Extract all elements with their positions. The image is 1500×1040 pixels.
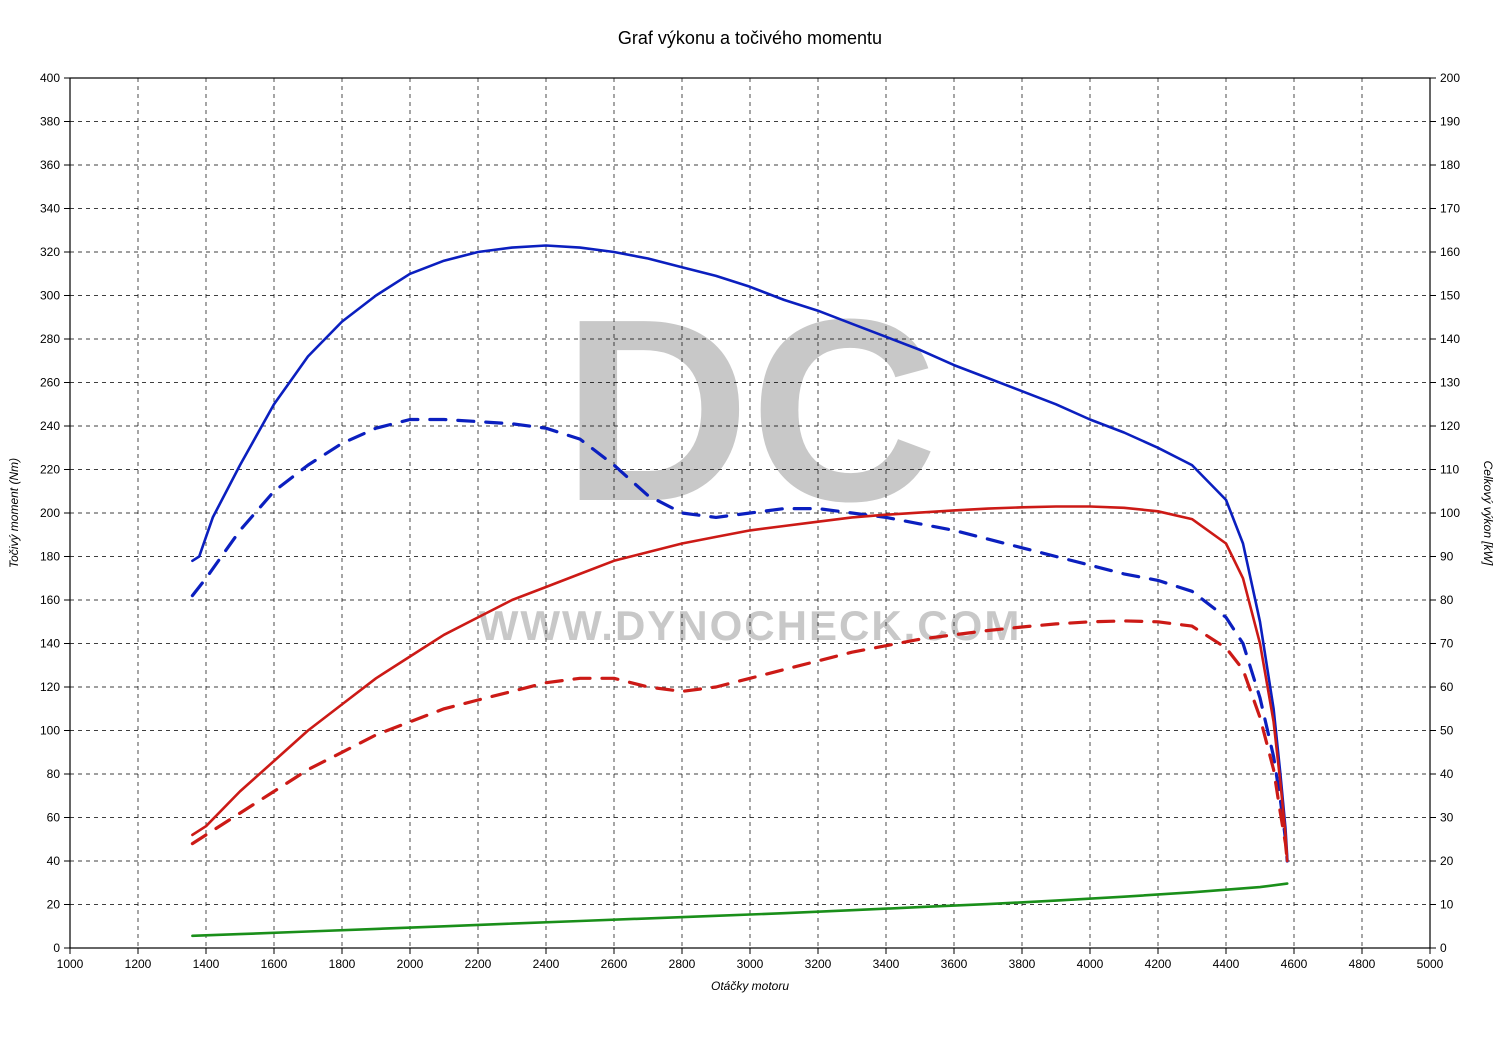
y-left-axis-label: Točivý moment (Nm) (7, 458, 21, 568)
x-tick-label: 3400 (873, 957, 900, 971)
x-tick-label: 2400 (533, 957, 560, 971)
y-left-tick-label: 0 (53, 941, 60, 955)
y-left-tick-label: 80 (47, 767, 61, 781)
x-tick-label: 2800 (669, 957, 696, 971)
x-tick-label: 4400 (1213, 957, 1240, 971)
y-left-tick-label: 40 (47, 854, 61, 868)
y-left-tick-label: 140 (40, 637, 60, 651)
x-tick-label: 4000 (1077, 957, 1104, 971)
y-left-tick-label: 180 (40, 550, 60, 564)
chart-title: Graf výkonu a točivého momentu (0, 28, 1500, 49)
y-left-tick-label: 20 (47, 898, 61, 912)
x-tick-label: 5000 (1417, 957, 1444, 971)
y-left-tick-label: 240 (40, 419, 60, 433)
y-right-tick-label: 130 (1440, 376, 1460, 390)
x-tick-label: 1200 (125, 957, 152, 971)
x-tick-label: 4800 (1349, 957, 1376, 971)
y-left-tick-label: 400 (40, 71, 60, 85)
y-right-tick-label: 100 (1440, 506, 1460, 520)
x-tick-label: 1800 (329, 957, 356, 971)
y-left-tick-label: 380 (40, 115, 60, 129)
y-right-tick-label: 0 (1440, 941, 1447, 955)
y-right-tick-label: 110 (1440, 463, 1459, 477)
x-tick-label: 2200 (465, 957, 492, 971)
y-left-tick-label: 100 (40, 724, 60, 738)
y-left-tick-label: 120 (40, 680, 60, 694)
y-right-tick-label: 200 (1440, 71, 1460, 85)
y-right-tick-label: 70 (1440, 637, 1454, 651)
y-left-tick-label: 60 (47, 811, 61, 825)
y-right-tick-label: 140 (1440, 332, 1460, 346)
x-tick-label: 1600 (261, 957, 288, 971)
x-tick-label: 3000 (737, 957, 764, 971)
y-right-tick-label: 20 (1440, 854, 1454, 868)
y-left-tick-label: 160 (40, 593, 60, 607)
y-right-tick-label: 150 (1440, 289, 1460, 303)
y-right-tick-label: 80 (1440, 593, 1454, 607)
y-right-tick-label: 90 (1440, 550, 1454, 564)
x-tick-label: 1000 (57, 957, 84, 971)
y-right-tick-label: 60 (1440, 680, 1454, 694)
y-left-tick-label: 320 (40, 245, 60, 259)
y-right-tick-label: 10 (1440, 898, 1454, 912)
x-tick-label: 4600 (1281, 957, 1308, 971)
x-axis-label: Otáčky motoru (711, 979, 789, 993)
y-left-tick-label: 280 (40, 332, 60, 346)
y-left-tick-label: 300 (40, 289, 60, 303)
x-tick-label: 3200 (805, 957, 832, 971)
y-right-tick-label: 50 (1440, 724, 1454, 738)
y-right-tick-label: 160 (1440, 245, 1460, 259)
y-left-tick-label: 200 (40, 506, 60, 520)
y-left-tick-label: 340 (40, 202, 60, 216)
x-tick-label: 3600 (941, 957, 968, 971)
y-left-tick-label: 260 (40, 376, 60, 390)
y-right-tick-label: 40 (1440, 767, 1454, 781)
dyno-chart: DCWWW.DYNOCHECK.COM100012001400160018002… (0, 0, 1500, 1040)
y-left-tick-label: 220 (40, 463, 60, 477)
x-tick-label: 2600 (601, 957, 628, 971)
y-right-tick-label: 180 (1440, 158, 1460, 172)
y-right-tick-label: 120 (1440, 419, 1460, 433)
series-2 (192, 507, 1287, 862)
y-right-tick-label: 190 (1440, 115, 1460, 129)
y-left-tick-label: 360 (40, 158, 60, 172)
series-3 (192, 621, 1287, 861)
series-4 (192, 884, 1287, 936)
y-right-tick-label: 30 (1440, 811, 1454, 825)
x-tick-label: 3800 (1009, 957, 1036, 971)
y-right-axis-label: Celkový výkon [kW] (1481, 461, 1495, 566)
x-tick-label: 1400 (193, 957, 220, 971)
x-tick-label: 4200 (1145, 957, 1172, 971)
x-tick-label: 2000 (397, 957, 424, 971)
y-right-tick-label: 170 (1440, 202, 1460, 216)
